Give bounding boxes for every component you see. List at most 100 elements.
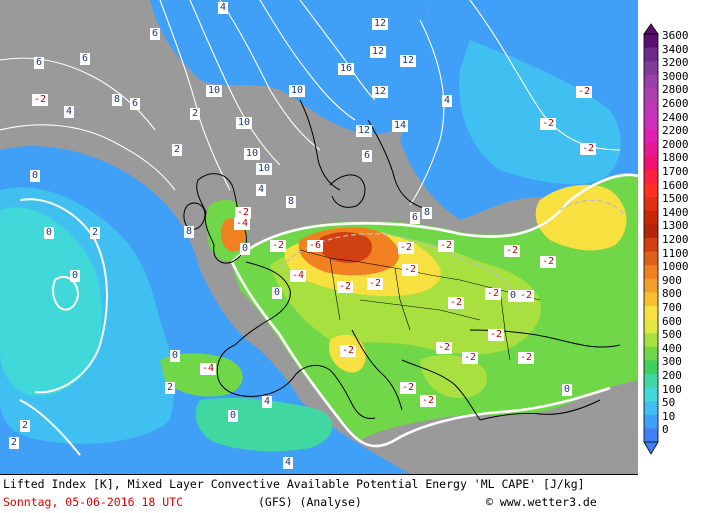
scale-swatch (644, 156, 658, 171)
scale-swatch (644, 333, 658, 348)
scale-tick-label: 50 (662, 396, 676, 410)
scale-bar (643, 23, 659, 455)
scale-tick-label: 1500 (662, 192, 689, 206)
li-label: 6 (130, 98, 141, 110)
scale-swatch (644, 210, 658, 225)
li-label: -2 (367, 278, 384, 290)
scale-tick-label: 2600 (662, 97, 689, 110)
li-label: 2 (90, 227, 101, 239)
li-label: 8 (422, 207, 433, 219)
scale-swatch (644, 414, 658, 429)
li-label: -2 (420, 395, 437, 407)
scale-tick-label: 1200 (662, 233, 689, 246)
scale-tick-label: 400 (662, 341, 682, 355)
li-label: 2 (9, 437, 20, 449)
scale-tick-label: 1800 (662, 151, 689, 165)
scale-tick-label: 2400 (662, 110, 689, 124)
li-label: 12 (372, 86, 389, 98)
scale-swatch (644, 61, 658, 76)
li-label: -6 (307, 240, 324, 252)
scale-swatch (644, 428, 658, 443)
li-label: 10 (256, 163, 273, 175)
li-label: -2 (438, 240, 455, 252)
scale-swatch (644, 142, 658, 157)
scale-swatch (644, 197, 658, 212)
li-label: 10 (289, 85, 306, 97)
li-label: 4 (64, 106, 75, 118)
cape-field-balkans-yellowgreen (420, 354, 488, 398)
scale-tick-label: 10 (662, 409, 676, 423)
scale-tick-label: 3200 (662, 56, 689, 70)
li-label: -2 (448, 297, 465, 309)
li-label: 12 (356, 125, 373, 137)
li-label: 12 (372, 18, 389, 30)
li-label: -2 (402, 264, 419, 276)
scale-tick-label: 3000 (662, 69, 689, 83)
model-run: (GFS) (Analyse) (258, 495, 362, 509)
scale-tick-label: 1300 (662, 219, 689, 233)
li-label: 4 (262, 396, 273, 408)
li-label: -2 (340, 345, 357, 357)
li-label: -2 (580, 143, 597, 155)
li-label: 8 (184, 226, 195, 238)
li-label: 6 (150, 28, 161, 40)
li-label: 8 (112, 94, 123, 106)
li-label: -2 (488, 329, 505, 341)
scale-tick-label: 900 (662, 273, 682, 287)
li-label: -2 (32, 94, 49, 106)
li-label: 6 (34, 57, 45, 69)
valid-date: Sonntag, 05-06-2016 18 UTC (3, 495, 184, 509)
scale-swatch (644, 360, 658, 375)
li-label: -2 (436, 342, 453, 354)
li-label: -2 (398, 242, 415, 254)
scale-tick-label: 1000 (662, 260, 689, 274)
li-label: 6 (80, 53, 91, 65)
scale-swatch (644, 170, 658, 185)
li-label: 10 (244, 148, 261, 160)
li-label: -2 (462, 352, 479, 364)
cape-lifted-index-map: 6 6 6 4 10 12 12 12 6 -2 4 8 -2 2 10 10 … (0, 0, 638, 474)
scale-swatch (644, 238, 658, 253)
li-label: -4 (200, 363, 217, 375)
cape-color-scale: 3600 3400 3200 3000 2800 2600 2400 2200 2000 1800… (640, 22, 704, 462)
li-label: -2 (400, 382, 417, 394)
li-label: 0 (508, 290, 519, 302)
scale-swatch (644, 251, 658, 266)
scale-swatch (644, 265, 658, 280)
coastlines (183, 99, 621, 421)
map-caption: Lifted Index [K], Mixed Layer Convective… (0, 475, 638, 513)
scale-tick-label: 1400 (662, 205, 689, 219)
scale-tick-label: 3600 (662, 29, 689, 42)
li-label: 12 (370, 46, 387, 58)
scale-tick-label: 500 (662, 328, 682, 342)
li-label: 14 (392, 120, 409, 132)
scale-swatch (644, 102, 658, 117)
li-label: -4 (234, 218, 251, 230)
scale-tick-label: 2800 (662, 83, 689, 97)
li-label: 0 (240, 243, 251, 255)
li-label: -2 (337, 281, 354, 293)
scale-tick-label: 1100 (662, 246, 689, 260)
li-label: 16 (338, 63, 355, 75)
li-label: 2 (165, 382, 176, 394)
li-label: 10 (236, 117, 253, 129)
li-label: -2 (518, 290, 535, 302)
scale-swatch (644, 34, 658, 49)
li-label: 4 (256, 184, 267, 196)
scale-tick-label: 200 (662, 369, 682, 382)
li-label: 0 (44, 227, 55, 239)
scale-swatch (644, 374, 658, 389)
scale-swatch (644, 278, 658, 293)
map-title: Lifted Index [K], Mixed Layer Convective… (3, 477, 585, 491)
li-label: -2 (576, 86, 593, 98)
li-label: 0 (562, 384, 573, 396)
scale-tick-label: 600 (662, 314, 682, 328)
scale-swatch (644, 224, 658, 239)
scale-tick-label: 2200 (662, 124, 689, 138)
li-label: -2 (485, 288, 502, 300)
scale-swatch (644, 88, 658, 103)
scale-tick-label: 3400 (662, 42, 689, 56)
scale-tick-label: 2000 (662, 137, 689, 151)
scale-swatch (644, 387, 658, 402)
